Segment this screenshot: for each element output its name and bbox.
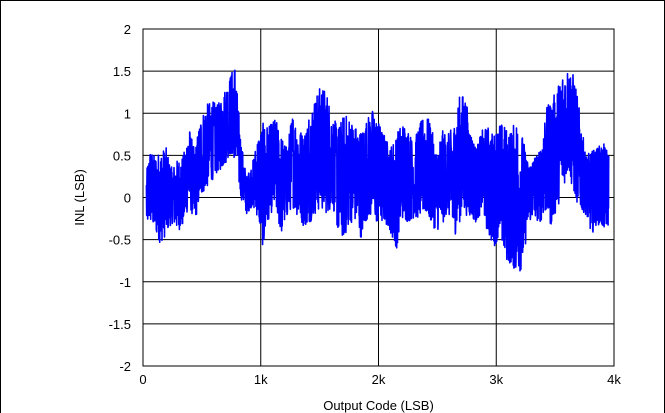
y-tick-label: -0.5	[109, 233, 131, 248]
y-tick-label: -1.5	[109, 317, 131, 332]
x-axis-label: Output Code (LSB)	[323, 398, 434, 413]
y-axis-label: INL (LSB)	[72, 169, 87, 226]
plot-border	[142, 28, 615, 367]
x-tick-label: 0	[139, 372, 146, 387]
y-tick-label: 2	[124, 22, 131, 37]
x-tick-label: 1k	[254, 372, 268, 387]
y-tick-label: -2	[119, 359, 131, 374]
y-tick-label: 0.5	[113, 148, 131, 163]
series-group	[145, 69, 610, 272]
y-tick-label: 1	[124, 106, 131, 121]
tick-labels: 0 1k 2k 3k 4k -2 -1.5 -1 -0.5 0 0.5 1 1.5 2	[109, 22, 622, 387]
y-tick-label: -1	[119, 275, 131, 290]
y-tick-label: 1.5	[113, 64, 131, 79]
x-tick-label: 2k	[372, 372, 386, 387]
y-tick-label: 0	[124, 191, 131, 206]
x-tick-label: 3k	[489, 372, 503, 387]
x-tick-label: 4k	[607, 372, 621, 387]
inl-series-line	[145, 69, 610, 272]
